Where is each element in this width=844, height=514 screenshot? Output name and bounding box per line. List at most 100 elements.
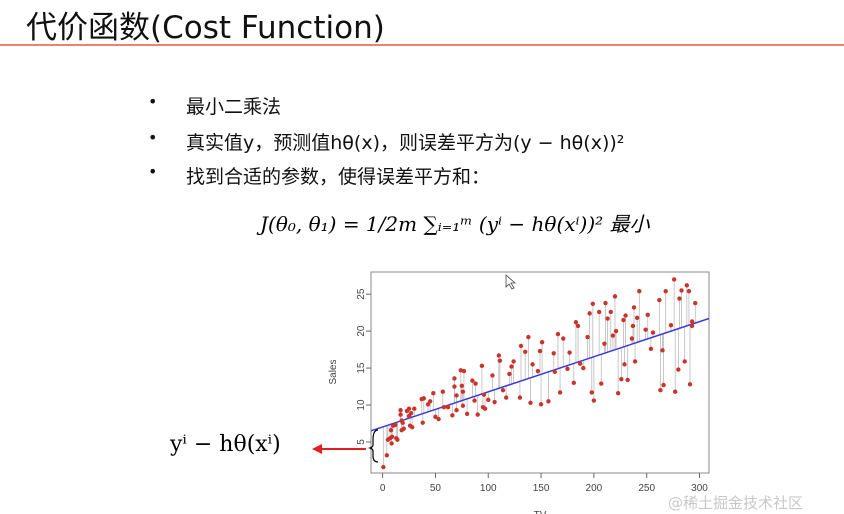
data-point	[420, 420, 425, 425]
data-point	[381, 464, 386, 470]
data-point	[645, 312, 650, 318]
data-point	[384, 453, 390, 458]
data-point	[409, 424, 415, 430]
data-point	[518, 343, 524, 349]
data-point	[673, 389, 678, 394]
arrow-head-icon	[312, 444, 322, 454]
data-point	[657, 297, 662, 303]
data-point	[684, 283, 690, 288]
data-point	[406, 406, 412, 411]
data-point	[689, 323, 695, 329]
data-point	[440, 389, 446, 394]
data-point	[613, 328, 619, 334]
data-point	[496, 353, 502, 358]
x-tick-label: 250	[638, 483, 655, 494]
regression-line	[370, 317, 710, 432]
x-tick-label: 300	[691, 483, 708, 494]
x-tick-label: 100	[480, 483, 497, 494]
data-point	[412, 406, 417, 411]
data-point	[643, 327, 648, 332]
bullet-dot: •	[148, 162, 158, 181]
data-point	[530, 362, 535, 367]
data-point	[658, 388, 663, 393]
data-point	[602, 341, 607, 346]
x-tick-label: 0	[380, 483, 386, 494]
data-point	[490, 373, 495, 378]
data-point	[401, 426, 406, 431]
data-point	[398, 412, 403, 417]
data-point	[535, 368, 541, 374]
brace-icon	[368, 429, 379, 463]
data-point	[555, 331, 561, 337]
data-point	[621, 317, 626, 323]
data-point	[460, 403, 466, 408]
data-point	[497, 358, 503, 363]
data-point	[625, 377, 630, 383]
data-point	[623, 313, 628, 318]
data-point	[650, 330, 656, 335]
data-point	[561, 336, 566, 341]
data-point	[492, 399, 497, 405]
cost-formula: J(θ₀, θ₁) = 1/2m ∑ᵢ₌₁ᵐ (yⁱ − hθ(xⁱ))² 最小	[260, 212, 650, 236]
data-point	[552, 369, 557, 374]
data-point	[441, 405, 447, 410]
data-point	[575, 323, 581, 329]
data-point	[523, 349, 528, 355]
data-point	[630, 323, 636, 329]
data-point	[596, 309, 602, 315]
data-point	[677, 296, 682, 301]
data-point	[537, 348, 543, 354]
y-tick-label: 5	[356, 439, 367, 445]
data-point	[459, 383, 465, 389]
data-point	[587, 311, 592, 316]
data-point	[631, 305, 637, 310]
data-point	[400, 420, 405, 425]
data-point	[398, 407, 403, 413]
data-point	[481, 392, 487, 397]
data-point	[603, 300, 608, 306]
data-point	[629, 336, 635, 341]
data-point	[615, 390, 621, 396]
data-point	[619, 376, 624, 382]
data-point	[395, 437, 400, 442]
data-point	[473, 381, 478, 386]
data-point	[408, 410, 414, 416]
title-divider	[0, 44, 844, 46]
data-point	[389, 441, 394, 446]
bullet-text: 最小二乘法	[186, 96, 282, 118]
data-point	[546, 399, 551, 404]
data-point	[622, 362, 627, 367]
data-point	[557, 390, 563, 395]
data-point	[454, 407, 459, 413]
data-point	[693, 300, 698, 306]
data-point	[682, 359, 687, 364]
data-point	[507, 371, 512, 377]
data-point	[551, 351, 556, 356]
bullet-text: 真实值y，预测值hθ(x)，则误差平方为(y − hθ(x))²	[186, 132, 625, 154]
data-point	[679, 288, 684, 293]
data-point	[509, 364, 514, 369]
watermark: @稀土掘金技术社区	[668, 494, 804, 512]
data-point	[661, 382, 666, 388]
data-point	[388, 427, 394, 433]
data-point	[482, 406, 488, 411]
data-point	[452, 376, 457, 381]
data-point	[676, 367, 681, 372]
y-tick-label: 25	[356, 288, 367, 300]
residual-annotation: yⁱ − hθ(xⁱ)	[170, 432, 281, 457]
data-point	[475, 412, 480, 417]
data-point	[528, 400, 533, 405]
data-point	[668, 323, 674, 328]
data-point	[632, 359, 638, 364]
slide-title: 代价函数(Cost Function)	[26, 10, 385, 46]
data-point	[634, 315, 640, 321]
data-point	[585, 334, 590, 340]
data-point	[454, 393, 459, 398]
data-point	[689, 319, 695, 324]
data-point	[427, 399, 433, 404]
data-point	[577, 361, 583, 366]
data-point	[461, 368, 467, 374]
bullet-dot: •	[148, 92, 158, 111]
data-point	[517, 395, 523, 400]
